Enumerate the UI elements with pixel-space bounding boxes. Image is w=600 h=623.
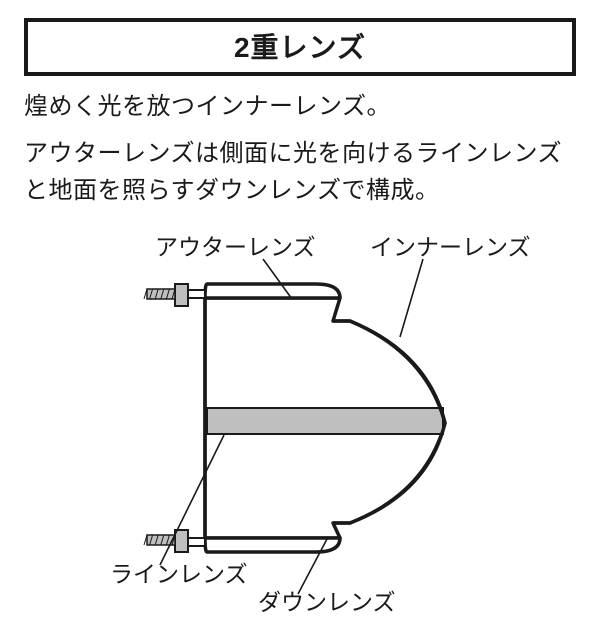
label-down-lens: ダウンレンズ (258, 583, 396, 617)
label-outer-lens: アウターレンズ (155, 228, 316, 262)
label-line-lens: ラインレンズ (110, 555, 248, 589)
diagram-svg (0, 223, 600, 618)
label-inner-lens: インナーレンズ (370, 228, 531, 262)
title-box: 2重レンズ (24, 18, 576, 76)
description-line-2: アウターレンズは側面に光を向けるラインレンズと地面を照らすダウンレンズで構成。 (24, 135, 576, 209)
lens-diagram: インナーレンズ アウターレンズ ラインレンズ ダウンレンズ (0, 223, 600, 618)
page-title: 2重レンズ (28, 26, 572, 66)
description-line-1: 煌めく光を放つインナーレンズ。 (24, 88, 576, 125)
